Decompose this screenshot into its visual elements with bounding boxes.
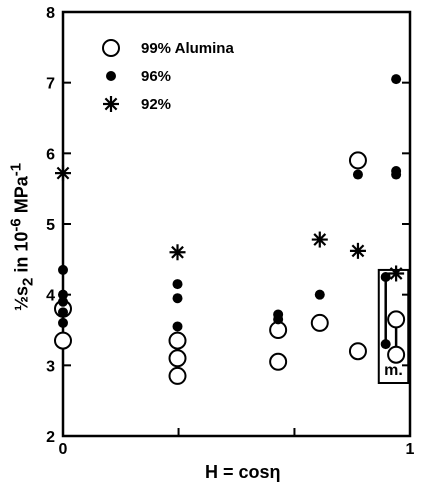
y-tick-label: 5	[46, 217, 55, 234]
point-filled-circle	[172, 279, 183, 290]
y-tick-label: 6	[46, 146, 55, 163]
point-open-circle	[168, 366, 187, 385]
y-tick-label: 3	[46, 358, 55, 375]
annotation-frame	[377, 268, 410, 384]
point-filled-circle	[58, 264, 68, 275]
point-filled-circle	[391, 169, 402, 180]
y-tick-label: 4	[46, 288, 55, 305]
point-asterisk	[311, 231, 328, 248]
point-filled-circle	[58, 289, 68, 300]
legend-marker-open-circle	[102, 39, 120, 57]
axis-ticks: 2 3 4 5 6 7 8 0 1	[46, 5, 414, 458]
point-asterisk	[169, 244, 186, 261]
data-marks	[54, 74, 406, 385]
asterisk-stroke	[313, 233, 327, 246]
point-filled-circle	[314, 289, 325, 300]
asterisk-stroke	[104, 97, 118, 111]
asterisk-stroke	[351, 244, 365, 258]
point-filled-circle	[172, 293, 183, 304]
point-open-circle	[168, 349, 187, 368]
asterisk-stroke	[56, 166, 70, 180]
point-open-circle	[387, 345, 406, 364]
x-tick-label: 0	[59, 441, 68, 458]
legend-marker-asterisk	[103, 96, 119, 112]
point-asterisk	[55, 165, 71, 182]
x-axis-label: H = cosη	[205, 462, 281, 482]
legend-marker-filled-circle	[106, 71, 116, 81]
point-open-circle	[348, 151, 367, 170]
point-open-circle	[269, 352, 288, 371]
point-filled-circle	[58, 296, 68, 307]
point-open-circle	[387, 310, 406, 329]
point-open-circle	[168, 331, 187, 350]
point-filled-circle	[380, 339, 391, 350]
y-tick-label: 8	[46, 5, 55, 22]
point-filled-circle	[273, 314, 284, 325]
point-filled-circle	[352, 169, 363, 180]
y-axis-label: ½s2 in 10-6 MPa-1	[7, 162, 37, 312]
x-tick-label: 1	[406, 441, 415, 458]
point-filled-circle	[58, 307, 68, 318]
legend-label: 92%	[141, 96, 171, 113]
y-tick-label: 7	[46, 76, 55, 93]
legend-label: 96%	[141, 68, 171, 85]
asterisk-stroke	[171, 245, 184, 259]
point-open-circle	[310, 313, 329, 332]
point-asterisk	[388, 265, 405, 282]
y-tick-label: 2	[46, 429, 55, 446]
point-open-circle	[348, 342, 367, 361]
point-filled-circle	[391, 74, 402, 85]
point-open-circle	[54, 331, 72, 350]
legend: 99% Alumina 96% 92%	[102, 39, 234, 113]
annotation-text: m.	[384, 362, 403, 379]
point-filled-circle	[172, 321, 183, 332]
annotation-box: m.	[377, 268, 410, 384]
point-asterisk	[349, 242, 366, 259]
point-filled-circle	[58, 317, 68, 328]
legend-label: 99% Alumina	[141, 40, 234, 57]
